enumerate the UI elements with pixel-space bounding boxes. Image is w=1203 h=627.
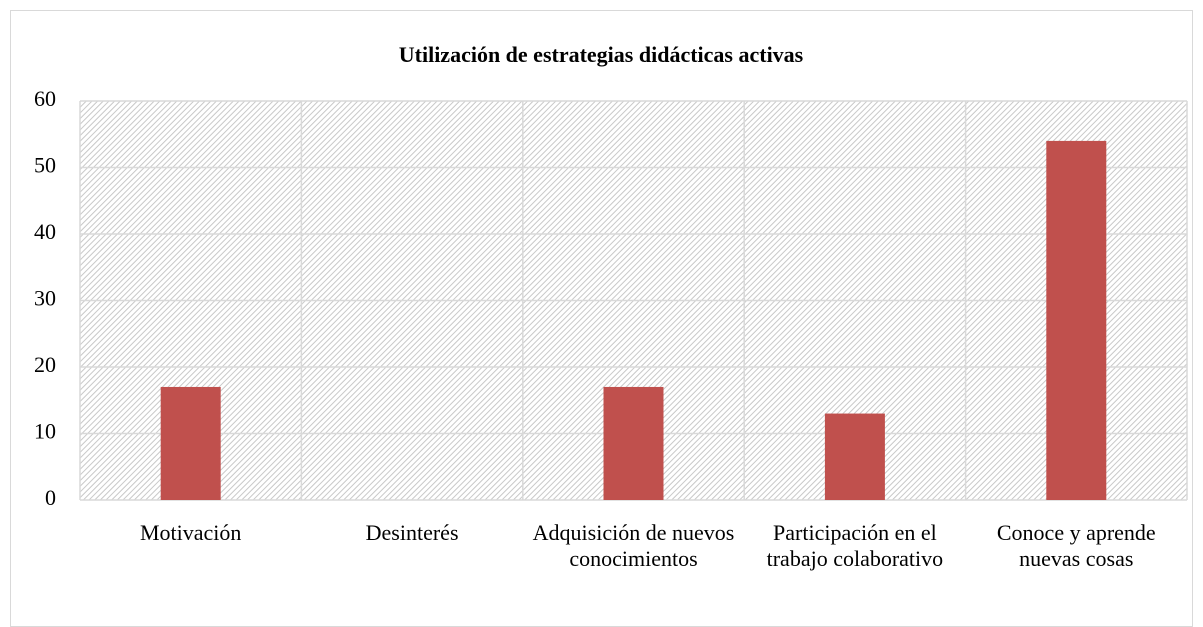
- bar: [1046, 140, 1107, 500]
- bar: [824, 413, 885, 500]
- y-tick-label: 50: [34, 153, 56, 178]
- y-tick-label: 0: [45, 485, 56, 510]
- x-tick-label: Motivación: [139, 520, 242, 545]
- bar: [603, 386, 664, 500]
- y-tick-label: 10: [34, 419, 56, 444]
- x-tick-label: Conoce y aprende nuevas cosas: [996, 520, 1156, 571]
- y-tick-label: 20: [34, 352, 56, 377]
- y-tick-label: 30: [34, 286, 56, 311]
- chart-title: Utilización de estrategias didácticas ac…: [399, 42, 804, 67]
- x-tick-label: Adquisición de nuevos conocimientos: [532, 520, 735, 571]
- x-tick-label: Participación en el trabajo colaborativo: [766, 520, 944, 571]
- x-tick-label: Desinterés: [365, 520, 459, 545]
- bar: [160, 386, 221, 500]
- y-tick-label: 40: [34, 219, 56, 244]
- y-tick-label: 60: [34, 86, 56, 111]
